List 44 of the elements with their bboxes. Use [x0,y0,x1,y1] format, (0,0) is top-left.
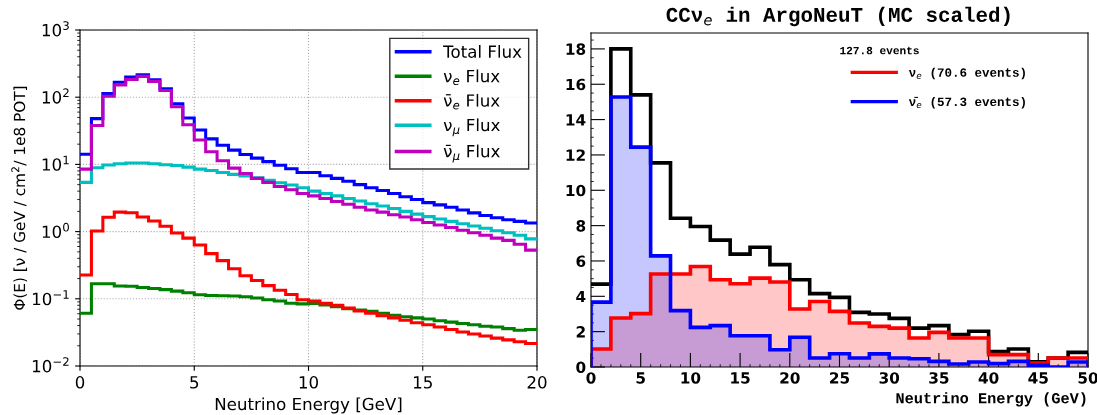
legend-label: ν$_{e}$ (70.6 events) [908,67,1025,80]
x-tick-label: 15 [731,372,750,384]
x-tick-label: 45 [1028,372,1048,384]
y-axis-title: Φ(E) [ν / GeV / cm$^{2}$/ 1e8 POT] [11,86,28,310]
legend-label: ν̄$_{μ}$ Flux [443,144,500,163]
y-tick-label: 6 [576,255,586,267]
y-tick-label: 10$^{−1}$ [32,290,69,306]
x-tick-label: 10 [299,376,318,389]
x-axis-title: Neutrino Energy [GeV] [215,397,402,414]
y-tick-label: 12 [566,149,585,161]
y-tick-label: 14 [566,114,586,126]
legend-label: Total Flux [443,45,522,58]
y-tick-label: 2 [576,326,585,338]
x-tick-label: 10 [681,372,701,384]
x-tick-label: 50 [1078,372,1097,384]
x-tick-label: 5 [190,376,199,389]
chart-title: CCν$_{e}$ in ArgoNeuT (MC scaled) [666,6,1010,27]
x-tick-label: 35 [929,372,949,384]
x-tick-label: 15 [413,376,432,389]
y-tick-label: 16 [566,78,586,91]
x-tick-label: 5 [636,372,645,384]
x-tick-label: 25 [830,372,850,384]
legend-label: ν̄$_{e}$ Flux [443,93,500,110]
legend-label: ν$_{μ}$ Flux [443,118,500,137]
y-tick-label: 10$^{2}$ [42,88,69,104]
y-tick-label: 10$^{3}$ [42,21,69,37]
x-tick-label: 40 [978,372,999,384]
legend-label: ν$_{e}$ Flux [443,69,500,86]
y-tick-label: 10 [566,184,586,197]
y-tick-label: 8 [576,220,586,232]
x-tick-label: 20 [780,372,800,384]
x-tick-label: 30 [879,372,900,384]
y-tick-label: 0 [576,361,586,374]
legend-label: ν̄$_{e}$ (57.3 events) [908,96,1025,109]
y-tick-label: 10$^{1}$ [42,155,69,171]
y-tick-label: 10$^{0}$ [42,222,69,239]
y-tick-label: 10$^{−2}$ [32,357,69,373]
y-tick-label: 4 [576,290,586,303]
x-tick-label: 20 [527,376,547,389]
y-tick-label: 18 [566,43,586,55]
x-tick-label: 0 [586,372,596,384]
x-axis-title: Neutrino Energy (GeV) [896,392,1086,407]
x-tick-label: 0 [75,376,85,389]
legend-title: 127.8 events [840,46,919,55]
